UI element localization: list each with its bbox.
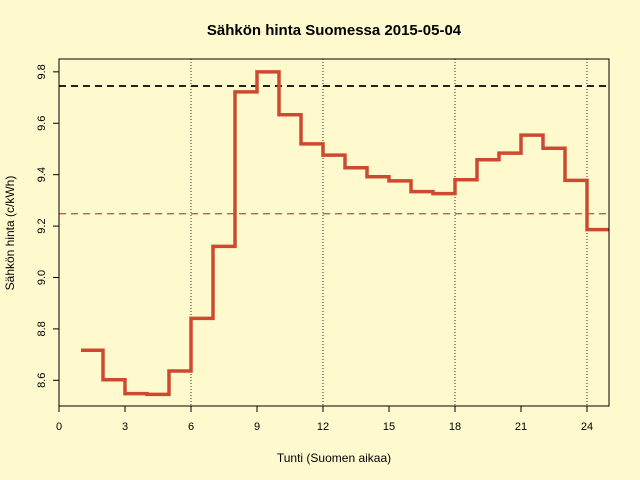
vertical-grid-lines bbox=[190, 59, 588, 406]
y-axis: 8.6 8.8 9.0 9.2 9.4 9.6 9.8 bbox=[36, 64, 59, 388]
y-tick-label-9.6: 9.6 bbox=[36, 116, 48, 131]
x-tick-label-9: 9 bbox=[254, 421, 260, 433]
x-tick-label-0: 0 bbox=[56, 421, 62, 433]
chart-title: Sähkön hinta Suomessa 2015-05-04 bbox=[207, 22, 462, 39]
x-tick-label-24: 24 bbox=[581, 421, 593, 433]
series-lines bbox=[81, 70, 609, 397]
y-tick-label-9: 9.0 bbox=[36, 270, 48, 285]
y-tick-label-9.8: 9.8 bbox=[36, 64, 48, 79]
x-tick-label-18: 18 bbox=[449, 421, 461, 433]
y-tick-label-8.8: 8.8 bbox=[36, 321, 48, 336]
x-tick-label-21: 21 bbox=[515, 421, 527, 433]
y-axis-label: Sähkön hinta (c/kWh) bbox=[3, 176, 17, 291]
x-tick-label-15: 15 bbox=[383, 421, 395, 433]
x-tick-label-6: 6 bbox=[188, 421, 194, 433]
x-tick-label-12: 12 bbox=[317, 421, 329, 433]
y-tick-label-9.4: 9.4 bbox=[36, 167, 48, 182]
x-axis-label: Tunti (Suomen aikaa) bbox=[277, 451, 391, 465]
y-tick-label-8.6: 8.6 bbox=[36, 373, 48, 388]
plot-frame bbox=[58, 58, 610, 407]
y-tick-label-9.2: 9.2 bbox=[36, 218, 48, 233]
x-tick-label-3: 3 bbox=[122, 421, 128, 433]
x-axis: 0 3 6 9 12 15 18 21 24 bbox=[56, 406, 593, 433]
series-line-0 bbox=[81, 70, 609, 397]
reference-lines bbox=[59, 84, 609, 215]
